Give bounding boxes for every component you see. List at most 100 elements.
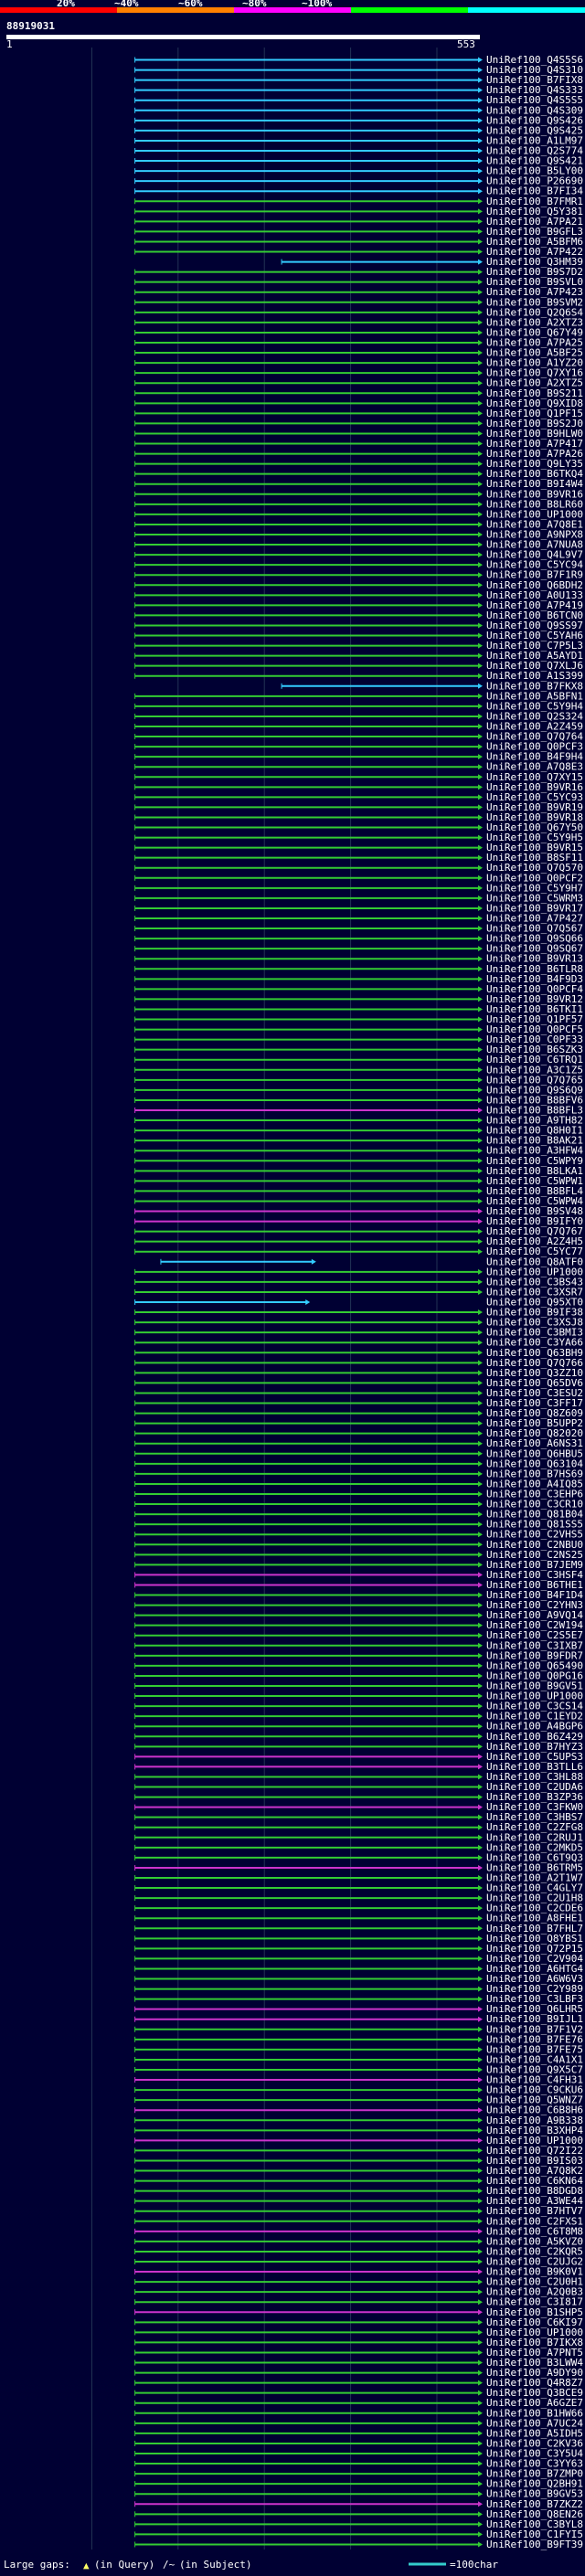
hit-row[interactable]: UniRef100_A5KVZ0: [134, 2235, 583, 2247]
hit-label[interactable]: UniRef100_C3CS14: [486, 1701, 583, 1712]
hit-row[interactable]: UniRef100_Q95XT0: [134, 1297, 583, 1309]
hit-row[interactable]: UniRef100_A7PNT5: [134, 2347, 583, 2359]
hit-label[interactable]: UniRef100_B8SF11: [486, 852, 583, 864]
hit-label[interactable]: UniRef100_C5WPW4: [486, 1195, 583, 1207]
hit-row[interactable]: UniRef100_A9DY90: [134, 2367, 583, 2379]
hit-label[interactable]: UniRef100_A9TH82: [486, 1115, 583, 1127]
hit-row[interactable]: UniRef100_C2V904: [134, 1953, 584, 1965]
hit-label[interactable]: UniRef100_C5Y9H7: [486, 882, 583, 894]
hit-row[interactable]: UniRef100_B9GV51: [134, 1680, 583, 1692]
hit-row[interactable]: UniRef100_B9IF38: [134, 1307, 583, 1319]
hit-row[interactable]: UniRef100_A3C1Z5: [134, 1064, 583, 1076]
hit-label[interactable]: UniRef100_Q5Y381: [486, 206, 583, 217]
hit-label[interactable]: UniRef100_Q9S425: [486, 124, 583, 136]
hit-label[interactable]: UniRef100_A5KVZ0: [486, 2235, 583, 2247]
hit-row[interactable]: UniRef100_C6T8M8: [134, 2225, 583, 2237]
hit-label[interactable]: UniRef100_UP1000...: [486, 508, 585, 520]
hit-row[interactable]: UniRef100_C3FF17: [134, 1397, 583, 1409]
hit-row[interactable]: UniRef100_B1SHP5: [134, 2306, 583, 2318]
hit-label[interactable]: UniRef100_B7IKX8: [486, 2337, 583, 2348]
hit-row[interactable]: UniRef100_C3CR10: [134, 1499, 583, 1511]
hit-label[interactable]: UniRef100_A6W6V3: [486, 1973, 583, 1985]
hit-row[interactable]: UniRef100_Q4S309: [134, 104, 583, 116]
hit-label[interactable]: UniRef100_Q1PF15: [486, 408, 583, 419]
hit-label[interactable]: UniRef100_C3ESU2: [486, 1387, 583, 1399]
hit-label[interactable]: UniRef100_Q0PCF3: [486, 741, 583, 753]
hit-row[interactable]: UniRef100_B9VR15: [134, 842, 583, 853]
hit-label[interactable]: UniRef100_C3EHP6: [486, 1489, 583, 1500]
hit-row[interactable]: UniRef100_C9CKU6: [134, 2084, 583, 2096]
hit-label[interactable]: UniRef100_C5WRM3: [486, 892, 583, 904]
hit-label[interactable]: UniRef100_B7F1V2: [486, 2023, 583, 2035]
hit-label[interactable]: UniRef100_C3YA66: [486, 1337, 583, 1349]
hit-row[interactable]: UniRef100_Q1PF15: [134, 408, 583, 419]
hit-row[interactable]: UniRef100_A9B338: [134, 2115, 583, 2126]
hit-row[interactable]: UniRef100_B9FT39: [134, 2539, 583, 2550]
hit-row[interactable]: UniRef100_B9VR13: [134, 953, 583, 965]
hit-label[interactable]: UniRef100_Q1PF57: [486, 1013, 583, 1025]
hit-label[interactable]: UniRef100_B1HW66: [486, 2407, 583, 2419]
hit-label[interactable]: UniRef100_A7P422: [486, 246, 583, 258]
hit-row[interactable]: UniRef100_Q9S426: [134, 114, 583, 126]
hit-label[interactable]: UniRef100_C7P5L3: [486, 640, 583, 652]
hit-row[interactable]: UniRef100_C5YC93: [134, 791, 583, 803]
hit-row[interactable]: UniRef100_C2VHS5: [134, 1529, 583, 1541]
hit-row[interactable]: UniRef100_C5WPY9: [134, 1155, 583, 1167]
hit-label[interactable]: UniRef100_C5YC94: [486, 559, 583, 571]
hit-label[interactable]: UniRef100_A2Q0B3: [486, 2286, 583, 2298]
hit-row[interactable]: UniRef100_B3LWW4: [134, 2357, 584, 2369]
hit-label[interactable]: UniRef100_C2UDA6: [486, 1781, 583, 1793]
hit-label[interactable]: UniRef100_A7PA26: [486, 448, 583, 460]
hit-row[interactable]: UniRef100_A7P427: [134, 913, 583, 925]
hit-label[interactable]: UniRef100_C3IXB7: [486, 1639, 583, 1651]
hit-label[interactable]: UniRef100_Q95XT0: [486, 1297, 583, 1309]
hit-label[interactable]: UniRef100_B9VR12: [486, 993, 583, 1005]
hit-row[interactable]: UniRef100_A2Q0B3: [134, 2286, 583, 2298]
hit-label[interactable]: UniRef100_Q4S333: [486, 84, 583, 96]
hit-row[interactable]: UniRef100_Q3HM39: [281, 256, 583, 268]
hit-label[interactable]: UniRef100_B7ZMP0: [486, 2468, 583, 2480]
hit-label[interactable]: UniRef100_A1LM97: [486, 134, 583, 146]
hit-row[interactable]: UniRef100_A7Q8E3: [134, 761, 583, 773]
hit-label[interactable]: UniRef100_B9VR16: [486, 488, 583, 500]
hit-label[interactable]: UniRef100_Q0PG16: [486, 1670, 583, 1681]
hit-row[interactable]: UniRef100_A3WE44: [134, 2195, 584, 2207]
hit-label[interactable]: UniRef100_Q5WNZ7: [486, 2094, 583, 2106]
hit-row[interactable]: UniRef100_Q8ATF0: [160, 1256, 583, 1267]
hit-row[interactable]: UniRef100_Q7Q570: [134, 862, 583, 874]
hit-row[interactable]: UniRef100_B4F9D3: [134, 973, 583, 985]
hit-label[interactable]: UniRef100_C3YY63: [486, 2458, 583, 2470]
hit-row[interactable]: UniRef100_Q9S6Q9: [134, 1084, 583, 1096]
hit-label[interactable]: UniRef100_Q7Q567: [486, 923, 583, 935]
hit-row[interactable]: UniRef100_B8SF11: [134, 852, 583, 864]
hit-row[interactable]: UniRef100_C3BYL8: [134, 2518, 583, 2530]
hit-row[interactable]: UniRef100_C2NBU0: [134, 1539, 583, 1551]
hit-label[interactable]: UniRef100_Q9SQ67: [486, 943, 583, 955]
hit-label[interactable]: UniRef100_C2KV36: [486, 2437, 583, 2449]
hit-label[interactable]: UniRef100_B9GV53: [486, 2488, 583, 2500]
hit-row[interactable]: UniRef100_Q6BDH2: [134, 579, 583, 591]
hit-row[interactable]: UniRef100_Q2BH91: [134, 2478, 583, 2490]
hit-row[interactable]: UniRef100_C3CS14: [134, 1701, 584, 1712]
hit-label[interactable]: UniRef100_A7PA25: [486, 337, 583, 349]
hit-label[interactable]: UniRef100_Q2BH91: [486, 2478, 583, 2490]
hit-label[interactable]: UniRef100_C2Y989: [486, 1983, 583, 1995]
hit-row[interactable]: UniRef100_Q1PF57: [134, 1013, 583, 1025]
hit-label[interactable]: UniRef100_B9GFL3: [486, 226, 583, 238]
hit-label[interactable]: UniRef100_C1EYD2: [486, 1711, 583, 1723]
hit-label[interactable]: UniRef100_B9I4W4: [486, 478, 583, 490]
hit-row[interactable]: UniRef100_Q65490: [134, 1659, 583, 1671]
hit-row[interactable]: UniRef100_C2UJG2: [134, 2256, 583, 2268]
hit-label[interactable]: UniRef100_C2FXS1: [486, 2215, 583, 2227]
hit-row[interactable]: UniRef100_Q7Q764: [134, 731, 584, 743]
hit-label[interactable]: UniRef100_C5WPW1: [486, 1175, 583, 1187]
hit-row[interactable]: UniRef100_B6THE1: [134, 1579, 583, 1591]
hit-row[interactable]: UniRef100_C5Y9H7: [134, 882, 583, 894]
hit-label[interactable]: UniRef100_B9VR16: [486, 781, 583, 793]
hit-row[interactable]: UniRef100_B9I4W4: [134, 478, 584, 490]
hit-row[interactable]: UniRef100_A4BGP6: [134, 1721, 583, 1733]
hit-row[interactable]: UniRef100_B9VR17: [134, 902, 583, 914]
hit-label[interactable]: UniRef100_A7UC24: [486, 2417, 583, 2429]
hit-label[interactable]: UniRef100_Q72I22: [486, 2145, 583, 2157]
hit-row[interactable]: UniRef100_Q8Z609: [134, 1407, 583, 1419]
